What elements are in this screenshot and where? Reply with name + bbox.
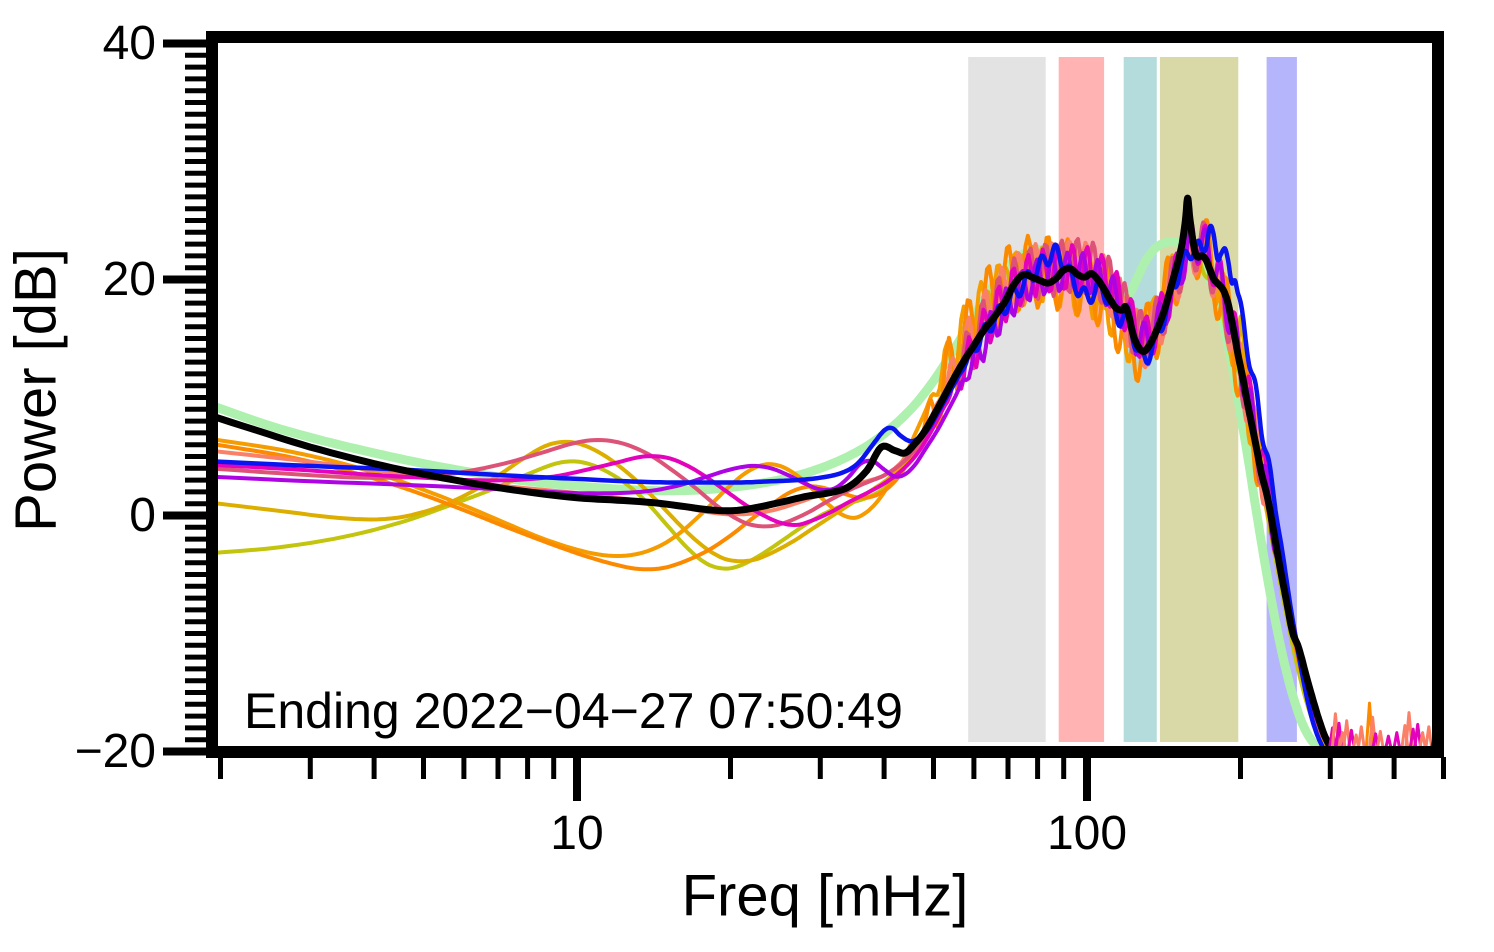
x-tick-label: 100 [1046,807,1128,860]
noise-spikes [1327,701,1433,752]
axes-frame [206,31,1444,758]
band-gray [968,57,1046,742]
y-tick-label: 20 [102,253,156,306]
band-teal [1123,57,1157,742]
y-tick-label: 0 [129,489,156,542]
curve-mean [217,194,1433,752]
x-axis-title: Freq [mHz] [681,863,969,929]
noise-spike [1391,731,1402,752]
y-tick-label: −20 [74,725,156,778]
plot-border [206,31,1444,758]
noise-spike [1375,729,1386,752]
noise-spike [1327,726,1338,752]
band-pink [1058,57,1105,742]
x-tick-label: 10 [550,807,604,860]
frequency-bands [968,57,1297,742]
ending-timestamp-annotation: Ending 2022−04−27 07:50:49 [244,683,903,739]
psd-curves [217,194,1433,752]
band-olive [1159,57,1239,742]
curve-segment-4 [217,205,1433,752]
y-tick-label: 40 [102,17,156,70]
curve-segment-7 [217,219,1433,752]
noise-spike [1356,725,1367,752]
axis-ticks [163,39,1446,801]
